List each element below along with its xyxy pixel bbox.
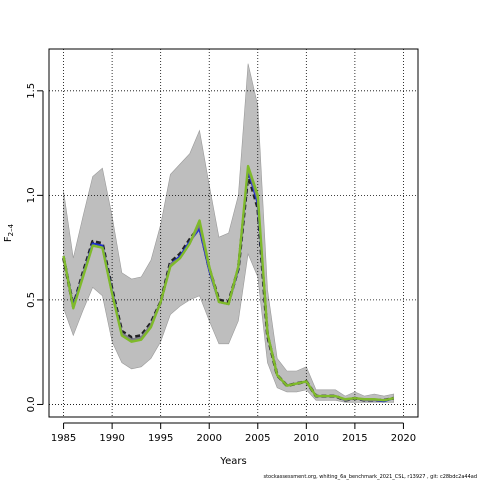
y-axis-title-main: F [3, 236, 14, 242]
y-axis-title-subscript: 2–4 [7, 223, 15, 236]
x-tick-label-2005: 2005 [245, 433, 270, 444]
y-axis-title: F2–4 [3, 223, 15, 242]
y-tick-label-0.0: 0.0 [26, 396, 37, 412]
y-tick-label-1.0: 1.0 [26, 187, 37, 203]
y-tick-label-1.5: 1.5 [26, 83, 37, 99]
series-line-4 [62, 164, 394, 402]
x-axis: 1985 1990 1995 2000 2005 2010 2015 2020 [51, 422, 416, 444]
grid [49, 49, 418, 417]
footer-credit: stockassessment.org, whiting_6a_benchmar… [263, 474, 477, 480]
x-tick-label-1995: 1995 [148, 433, 173, 444]
plot-frame [48, 48, 419, 418]
y-axis: 0.0 0.5 1.0 1.5 [26, 83, 44, 412]
x-tick-label-2000: 2000 [196, 433, 221, 444]
x-tick-label-2020: 2020 [391, 433, 416, 444]
x-tick-label-2015: 2015 [342, 433, 367, 444]
x-axis-title: Years [219, 456, 246, 467]
y-tick-label-0.5: 0.5 [26, 292, 37, 308]
plot-area [49, 49, 418, 417]
x-tick-label-1990: 1990 [99, 433, 124, 444]
x-tick-label-1985: 1985 [51, 433, 76, 444]
x-tick-label-2010: 2010 [294, 433, 319, 444]
confidence-band [63, 63, 395, 403]
